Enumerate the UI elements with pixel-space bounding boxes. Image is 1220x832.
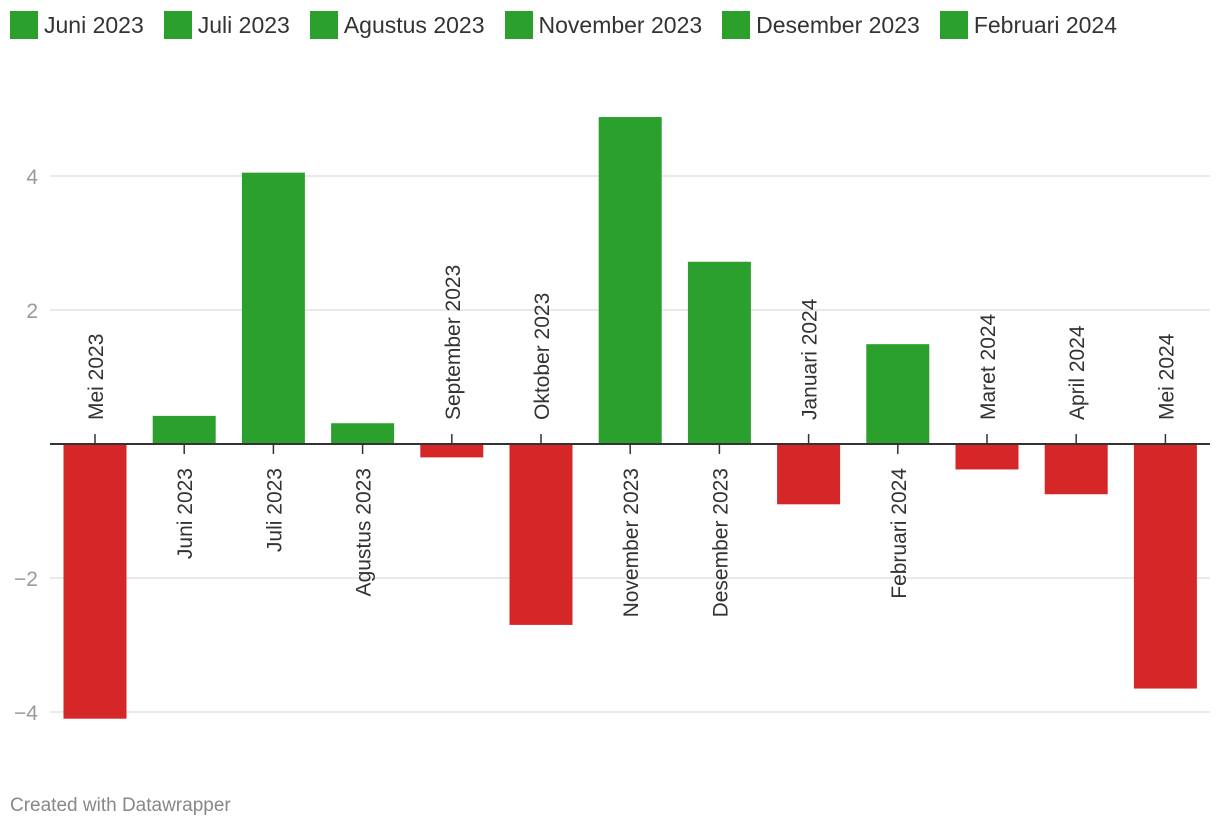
bar	[687, 261, 751, 444]
legend: Juni 2023 Juli 2023 Agustus 2023 November 2…	[10, 8, 1137, 42]
legend-label: Desember 2023	[756, 11, 920, 38]
x-category-label: Maret 2024	[977, 313, 1000, 420]
bar	[1133, 444, 1197, 689]
legend-label: Agustus 2023	[343, 11, 485, 38]
x-category-label: Agustus 2023	[353, 468, 376, 596]
x-category-label: Februari 2024	[888, 468, 911, 599]
bar	[241, 172, 305, 444]
x-category-label: Juni 2023	[174, 468, 197, 559]
bar	[331, 423, 395, 444]
legend-swatch	[939, 11, 968, 39]
y-tick-label: −4	[14, 702, 38, 725]
bar	[866, 344, 930, 444]
legend-swatch	[10, 11, 38, 39]
bar	[955, 444, 1019, 470]
bar	[598, 117, 662, 444]
legend-swatch	[504, 11, 533, 39]
y-tick-label: −2	[14, 568, 38, 591]
y-tick-label: 4	[26, 166, 38, 189]
x-category-label: Oktober 2023	[531, 293, 554, 420]
x-category-label: November 2023	[620, 468, 643, 617]
legend-label: Juli 2023	[197, 11, 290, 38]
x-category-label: April 2024	[1066, 325, 1089, 420]
legend-item: Desember 2023	[722, 11, 920, 39]
y-tick-label: 2	[26, 300, 38, 323]
legend-item: November 2023	[504, 11, 703, 39]
legend-item: Februari 2024	[939, 11, 1118, 39]
bar	[63, 444, 127, 719]
bar	[777, 444, 841, 505]
x-category-label: Januari 2024	[799, 298, 822, 420]
bar	[509, 444, 573, 625]
legend-item: Juni 2023	[10, 11, 144, 39]
legend-label: November 2023	[538, 11, 703, 38]
legend-label: Februari 2024	[973, 11, 1118, 38]
x-category-label: Mei 2023	[85, 334, 108, 420]
legend-item: Agustus 2023	[309, 11, 485, 39]
bar	[152, 415, 216, 444]
x-category-label: September 2023	[442, 265, 465, 420]
legend-swatch	[163, 11, 192, 39]
bar	[1044, 444, 1108, 495]
x-category-label: Desember 2023	[709, 468, 732, 617]
legend-swatch	[309, 11, 338, 39]
x-category-label: Mei 2024	[1155, 333, 1178, 420]
bar	[420, 444, 484, 458]
x-category-label: Juli 2023	[263, 468, 286, 552]
legend-swatch	[722, 11, 751, 39]
legend-label: Juni 2023	[44, 11, 144, 38]
legend-item: Juli 2023	[163, 11, 290, 39]
credit-text: Created with Datawrapper	[10, 795, 231, 816]
